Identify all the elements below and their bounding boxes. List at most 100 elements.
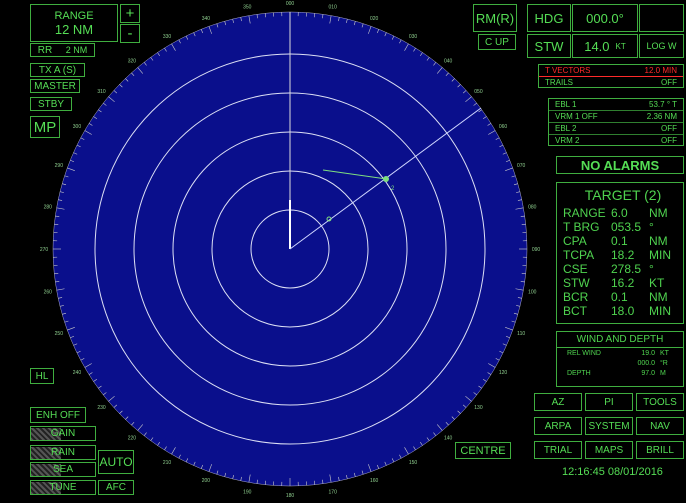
bearing-tick — [338, 17, 340, 22]
enhance-button[interactable]: ENH OFF — [30, 407, 86, 423]
centre-button[interactable]: CENTRE — [455, 442, 511, 459]
log-button[interactable]: LOG W — [639, 34, 684, 58]
bearing-tick — [322, 479, 324, 484]
rain-control[interactable]: RAIN — [30, 445, 96, 460]
bearing-tick — [125, 416, 129, 420]
rain-slider[interactable] — [31, 447, 61, 459]
tune-slider[interactable] — [31, 482, 61, 494]
bearing-tick — [436, 67, 443, 74]
ebl-vrm-row[interactable]: EBL 2 OFF — [549, 123, 683, 135]
target-field-unit: MIN — [649, 304, 671, 318]
menu-button-nav[interactable]: NAV — [636, 417, 684, 435]
menu-grid: AZ PI TOOLS ARPA SYSTEM NAV TRIAL MAPS BRILL — [534, 393, 684, 459]
menu-button-az[interactable]: AZ — [534, 393, 582, 411]
target-title: TARGET (2) — [584, 187, 662, 203]
range-down-button[interactable]: - — [120, 24, 140, 43]
range-up-button[interactable]: + — [120, 4, 140, 23]
bearing-tick — [73, 343, 78, 346]
tx-button[interactable]: TX A (S) — [30, 63, 85, 77]
bearing-label: 330 — [163, 34, 172, 40]
motion-mode-button[interactable]: RM(R) — [473, 4, 517, 32]
bearing-tick — [119, 410, 123, 414]
wind-field-label: REL WIND — [567, 349, 601, 357]
bearing-tick — [465, 96, 472, 103]
stw-unit: KT — [615, 41, 626, 51]
bearing-tick — [515, 288, 524, 291]
bearing-label: 220 — [128, 435, 137, 441]
bearing-tick — [436, 424, 443, 431]
bearing-tick — [67, 327, 75, 331]
master-button[interactable]: MASTER — [30, 79, 80, 93]
bearing-tick — [256, 479, 258, 484]
wind-field-unit: M — [660, 369, 666, 377]
alarm-status[interactable]: NO ALARMS — [556, 156, 684, 174]
ebl-vrm-row[interactable]: EBL 1 53.7 ° T — [549, 99, 683, 111]
target-field-label: CPA — [563, 234, 587, 248]
auto-button[interactable]: AUTO — [98, 450, 134, 474]
bearing-tick — [216, 23, 219, 28]
bearing-label: 270 — [40, 247, 49, 253]
menu-button-pi[interactable]: PI — [585, 393, 633, 411]
heading-extra — [639, 4, 684, 32]
bearing-tick — [208, 464, 212, 472]
target-data-row: BCR 0.1 NM — [563, 290, 683, 304]
menu-button-tools[interactable]: TOOLS — [636, 393, 684, 411]
bearing-tick — [516, 305, 521, 307]
menu-button-maps[interactable]: MAPS — [585, 441, 633, 459]
rr-value: 2 NM — [65, 45, 88, 55]
bearing-tick — [465, 395, 472, 402]
bearing-tick — [399, 454, 402, 459]
bearing-tick — [93, 379, 98, 382]
bearing-label: 150 — [409, 460, 418, 466]
gain-control[interactable]: GAIN — [30, 426, 96, 441]
bearing-tick — [353, 21, 356, 26]
bearing-tick — [384, 32, 387, 37]
trails-row[interactable]: TRAILS OFF — [539, 77, 683, 88]
bearing-tick — [143, 62, 147, 66]
bearing-label: 190 — [243, 489, 252, 495]
bearing-tick — [495, 137, 500, 140]
trails-value: OFF — [661, 78, 677, 87]
bearing-label: 180 — [286, 493, 295, 499]
bearing-tick — [137, 424, 144, 431]
ebl-vrm-row[interactable]: VRM 2 OFF — [549, 135, 683, 146]
gain-slider[interactable] — [31, 428, 61, 440]
menu-button-trial[interactable]: TRIAL — [534, 441, 582, 459]
bearing-tick — [93, 116, 98, 119]
target-symbol[interactable] — [383, 176, 389, 182]
bearing-tick — [103, 102, 107, 106]
tune-control[interactable]: TUNE — [30, 480, 96, 495]
mp-button[interactable]: MP — [30, 116, 60, 138]
bearing-tick — [157, 441, 160, 446]
bearing-tick — [164, 446, 167, 451]
menu-button-brill[interactable]: BRILL — [636, 441, 684, 459]
range-panel: RANGE 12 NM — [30, 4, 118, 42]
bearing-tick — [520, 281, 525, 283]
bearing-label: 230 — [97, 405, 106, 411]
bearing-tick — [67, 167, 75, 171]
sea-slider[interactable] — [31, 464, 61, 476]
wind-data-list: REL WIND 19.0 KT 000.0 °R DEPTH 97.0 M — [557, 348, 683, 378]
afc-button[interactable]: AFC — [98, 480, 134, 495]
wind-data-row: 000.0 °R — [557, 358, 683, 368]
wind-field-value: 97.0 — [641, 369, 655, 377]
bearing-label: 210 — [163, 460, 172, 466]
bearing-tick — [451, 78, 455, 82]
bearing-label: 120 — [499, 370, 508, 376]
hl-button[interactable]: HL — [30, 368, 54, 384]
bearing-label: 000 — [286, 1, 295, 7]
bearing-label: 090 — [532, 247, 541, 253]
bearing-tick — [473, 102, 477, 106]
sea-control[interactable]: SEA — [30, 462, 96, 477]
bearing-tick — [517, 297, 522, 299]
menu-button-system[interactable]: SYSTEM — [585, 417, 633, 435]
target-field-value: 0.1 — [611, 290, 628, 304]
ebl-vrm-row[interactable]: VRM 1 OFF 2.36 NM — [549, 111, 683, 123]
bearing-tick — [368, 26, 372, 34]
orientation-button[interactable]: C UP — [478, 34, 516, 50]
vectors-row[interactable]: T VECTORS 12.0 MIN — [539, 65, 683, 77]
menu-button-arpa[interactable]: ARPA — [534, 417, 582, 435]
bearing-tick — [98, 385, 102, 389]
standby-button[interactable]: STBY — [30, 97, 72, 111]
